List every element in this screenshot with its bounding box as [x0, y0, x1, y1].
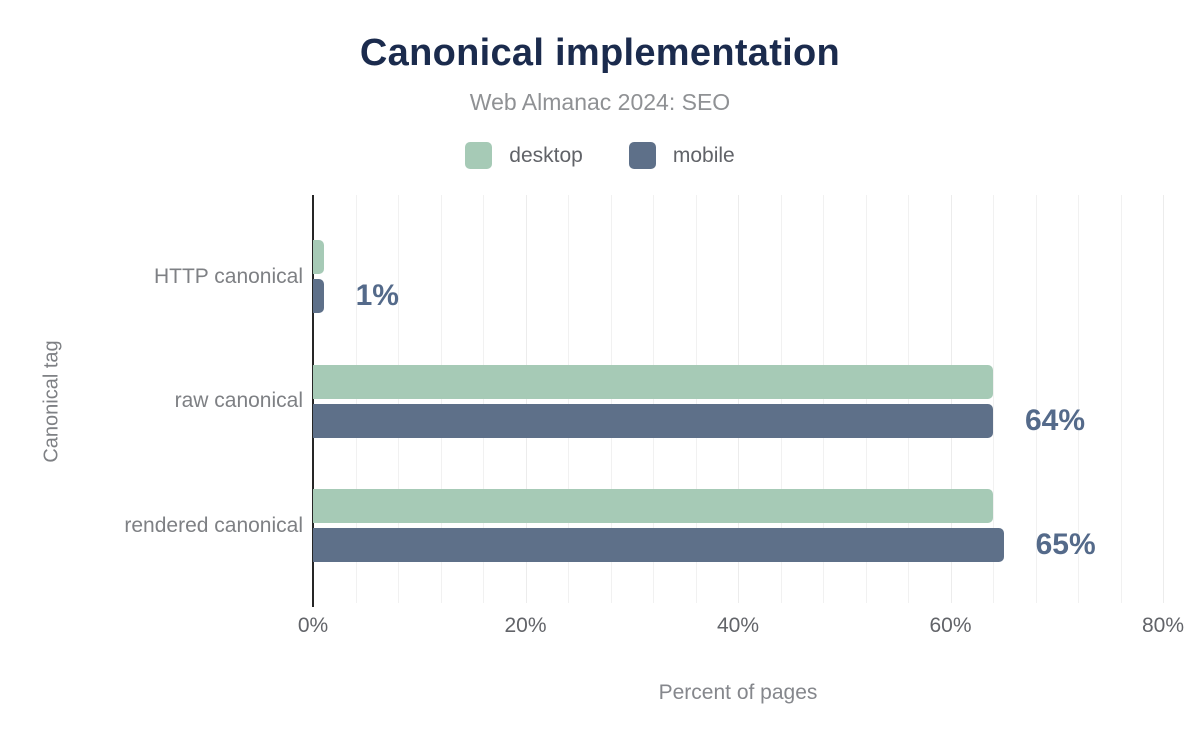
legend-label-mobile: mobile [672, 144, 735, 167]
x-axis-title: Percent of pages [658, 681, 818, 704]
minor-gridline [1035, 195, 1037, 603]
value-label: 1% [355, 279, 399, 312]
y-axis-title: Canonical tag [40, 340, 63, 463]
minor-gridline [823, 195, 824, 603]
chart-title: Canonical implementation [359, 32, 841, 74]
legend-item-mobile: mobile [628, 142, 735, 169]
legend: desktop mobile [0, 142, 1200, 169]
x-tick-label: 0% [297, 614, 329, 637]
minor-gridline [993, 195, 994, 603]
minor-gridline [610, 195, 612, 603]
chart-subtitle: Web Almanac 2024: SEO [469, 89, 731, 115]
major-gridline [738, 195, 739, 603]
desktop-bar [313, 240, 324, 274]
value-label: 64% [1025, 403, 1086, 437]
minor-gridline [483, 195, 484, 603]
desktop-bar [313, 364, 993, 399]
desktop-bar [313, 489, 993, 523]
category-label: rendered canonical [124, 513, 303, 537]
minor-gridline [865, 195, 867, 603]
minor-gridline [568, 195, 569, 603]
y-axis-line [312, 195, 314, 607]
mobile-swatch-icon [628, 142, 656, 169]
minor-gridline [1120, 195, 1122, 603]
mobile-bar [313, 403, 993, 438]
category-label: HTTP canonical [153, 264, 303, 288]
minor-gridline [440, 195, 442, 603]
value-label: 65% [1035, 528, 1096, 561]
mobile-bar [313, 528, 1004, 562]
major-gridline [1163, 195, 1164, 603]
minor-gridline [398, 195, 399, 603]
minor-gridline [780, 195, 782, 603]
desktop-swatch-icon [465, 142, 493, 169]
x-tick-label: 60% [929, 614, 972, 637]
minor-gridline [908, 195, 909, 603]
mobile-bar [313, 279, 324, 313]
minor-gridline [695, 195, 697, 603]
legend-label-desktop: desktop [509, 144, 583, 167]
x-tick-label: 20% [504, 614, 547, 637]
x-tick-label: 40% [716, 614, 760, 637]
major-gridline [950, 195, 952, 603]
legend-item-desktop: desktop [465, 142, 583, 169]
minor-gridline [355, 195, 357, 603]
category-label: raw canonical [174, 389, 303, 412]
minor-gridline [1078, 195, 1079, 603]
x-tick-label: 80% [1141, 614, 1185, 637]
major-gridline [525, 195, 527, 603]
minor-gridline [653, 195, 654, 603]
